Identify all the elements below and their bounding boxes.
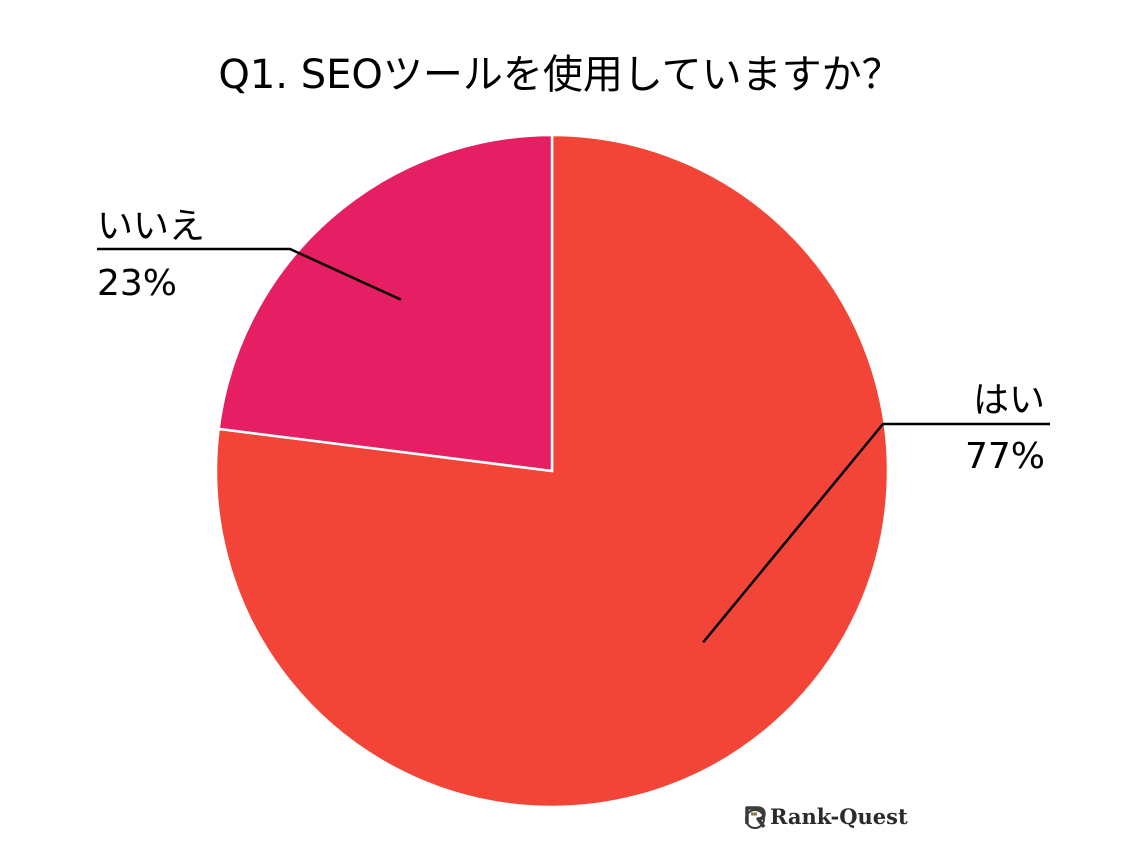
pie-slice-2 (217, 133, 554, 473)
pie-slices (214, 133, 890, 809)
leader-line-1 (702, 422, 1050, 644)
slice-label-name-1: はい (973, 380, 1045, 421)
pie-labels: はい 77% いいえ 23% (97, 206, 1050, 644)
slice-label-name-2: いいえ (97, 206, 205, 247)
slice-label-value-2: 23% (97, 263, 177, 304)
pie-slice-1 (214, 133, 890, 809)
watermark: Rank-Quest (745, 804, 908, 829)
leader-line-2 (97, 247, 402, 301)
rank-quest-logo-icon (745, 806, 766, 829)
watermark-text: Rank-Quest (770, 804, 908, 829)
chart-title: Q1. SEOツールを使用していますか？ (218, 52, 901, 98)
slice-label-value-1: 77% (965, 436, 1045, 477)
